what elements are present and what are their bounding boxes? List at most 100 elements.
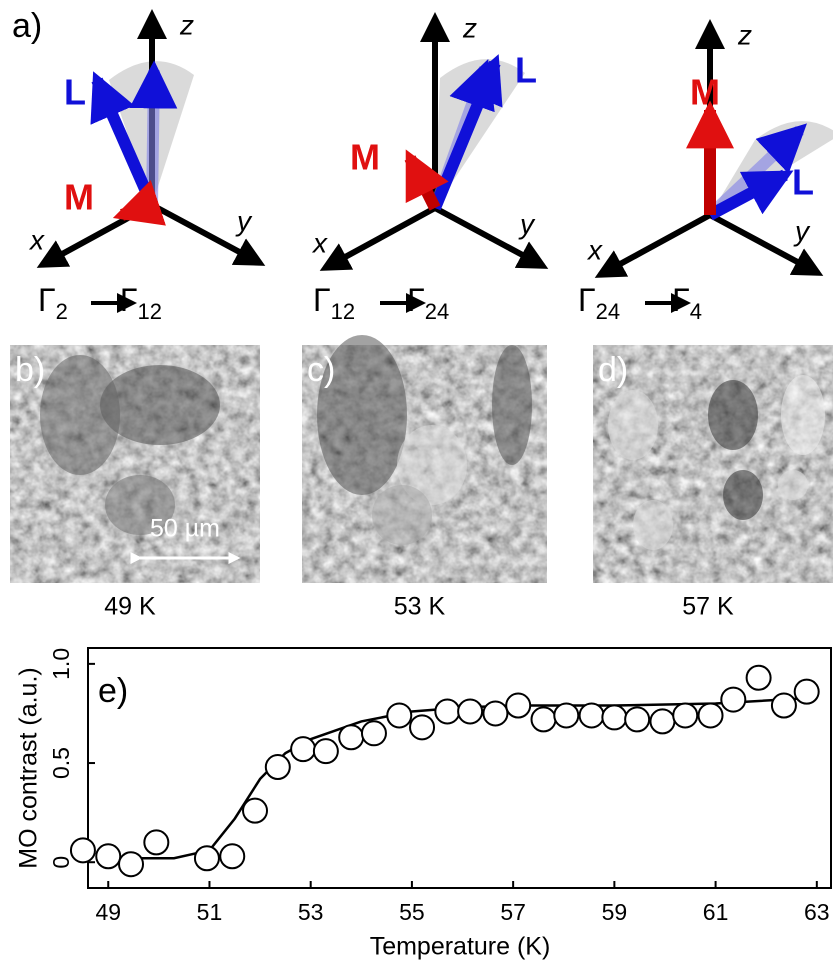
vector-label: L	[64, 72, 86, 113]
data-point	[672, 702, 699, 729]
vector-ghost	[129, 60, 178, 206]
x-tick-label: 57	[500, 899, 526, 925]
data-point	[338, 724, 365, 751]
data-point	[601, 704, 628, 731]
data-point	[409, 714, 436, 741]
data-point	[697, 702, 724, 729]
image-label: d)	[598, 351, 628, 389]
vector-label: M	[64, 177, 94, 218]
data-point	[720, 686, 747, 713]
data-point	[745, 664, 772, 691]
x-tick-label: 49	[95, 899, 121, 925]
transition-part: 12	[331, 299, 355, 324]
data-point	[312, 738, 339, 765]
data-point	[95, 843, 122, 870]
vector-M	[112, 180, 167, 226]
axis-label: z	[462, 12, 477, 43]
data-point	[242, 797, 269, 824]
transition-label: Γ24 Γ4	[578, 282, 702, 323]
transition-part: Γ	[672, 282, 690, 318]
domain	[708, 380, 758, 450]
data-point	[143, 829, 170, 856]
data-point	[193, 845, 220, 872]
domain	[723, 470, 763, 520]
domain	[608, 390, 658, 460]
x-tick-label: 63	[804, 899, 830, 925]
domain	[372, 485, 432, 545]
transition-part: Γ	[578, 282, 596, 318]
transition-part: 12	[138, 299, 162, 324]
scale-label: 50 µm	[150, 515, 220, 543]
domain	[492, 345, 532, 465]
data-point	[457, 698, 484, 725]
axis-label: x	[586, 234, 603, 265]
transition-part: Γ	[38, 282, 56, 318]
axis	[708, 212, 824, 276]
panel-label: e)	[98, 672, 128, 710]
data-point	[69, 837, 96, 864]
axis-label: y	[793, 215, 811, 246]
x-axis-label: Temperature (K)	[370, 933, 551, 961]
image-caption: 53 K	[394, 593, 446, 621]
axis	[319, 205, 437, 271]
transition-part: Γ	[313, 282, 331, 318]
data-point	[482, 700, 509, 727]
domain	[100, 365, 220, 445]
data-point	[649, 708, 676, 735]
domain	[778, 470, 808, 500]
panel-label: a)	[12, 7, 42, 45]
transition-part: 4	[690, 299, 702, 324]
axis-label: x	[311, 227, 328, 258]
vector-label: L	[792, 162, 814, 203]
data-point	[530, 706, 557, 733]
vector-M	[404, 149, 449, 211]
data-point	[360, 720, 387, 747]
y-axis-label: MO contrast (a.u.)	[15, 667, 43, 868]
y-tick-label: 0.5	[48, 747, 74, 779]
transition-part: 24	[425, 299, 449, 324]
data-point	[264, 754, 291, 781]
domain	[781, 375, 825, 455]
domain	[317, 335, 407, 495]
data-point	[624, 706, 651, 733]
data-point	[118, 851, 145, 878]
axis-label: y	[235, 205, 253, 236]
axis-label: z	[737, 19, 752, 50]
data-point	[219, 843, 246, 870]
x-tick-label: 61	[703, 899, 729, 925]
axis-label: y	[518, 208, 536, 239]
data-point	[770, 692, 797, 719]
data-point	[434, 698, 461, 725]
axis	[594, 212, 712, 278]
y-tick-label: 0	[48, 856, 74, 869]
data-point	[793, 678, 820, 705]
axis-label: x	[28, 224, 45, 255]
plot-frame	[87, 647, 832, 889]
vector-L	[707, 169, 794, 221]
transition-part: Γ	[407, 282, 425, 318]
vector-label: L	[515, 50, 537, 91]
x-tick-label: 53	[298, 899, 324, 925]
vector-label: M	[690, 72, 720, 113]
axis	[433, 205, 549, 269]
transition-part: 24	[596, 299, 620, 324]
domain	[105, 475, 175, 535]
data-point	[505, 692, 532, 719]
data-point	[290, 736, 317, 763]
domain	[397, 425, 467, 505]
data-point	[578, 702, 605, 729]
image-label: b)	[15, 351, 45, 389]
image-caption: 49 K	[104, 593, 156, 621]
x-tick-label: 59	[602, 899, 628, 925]
data-point	[386, 702, 413, 729]
domain	[40, 355, 120, 475]
vector-label: M	[350, 137, 380, 178]
domain	[633, 500, 673, 550]
data-point	[553, 702, 580, 729]
transition-part: Γ	[120, 282, 138, 318]
image-label: c)	[307, 351, 335, 389]
x-tick-label: 51	[197, 899, 223, 925]
